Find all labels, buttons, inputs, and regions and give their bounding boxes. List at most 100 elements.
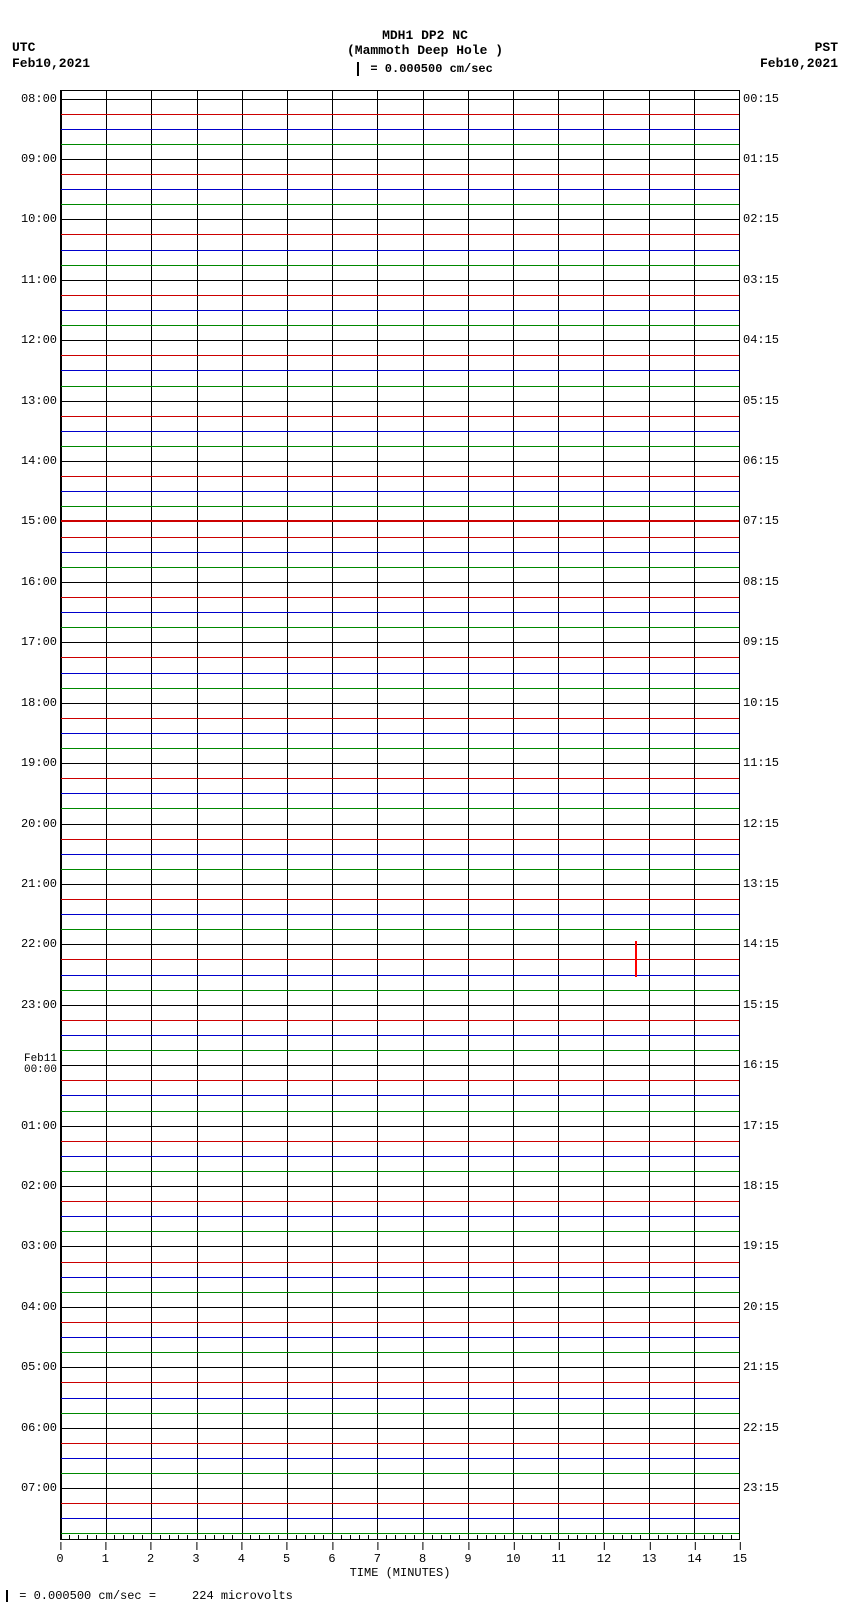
x-tick-minor bbox=[269, 1535, 270, 1540]
x-tick-minor bbox=[305, 1535, 306, 1540]
utc-tick-label: 02:00 bbox=[21, 1179, 57, 1193]
trace-line bbox=[61, 718, 739, 719]
x-tick-minor bbox=[405, 1535, 406, 1540]
trace-line: 07:0023:15 bbox=[61, 1488, 739, 1489]
footer-scale-left: = 0.000500 cm/sec = bbox=[19, 1589, 156, 1603]
trace-line bbox=[61, 1352, 739, 1353]
utc-tick-label: 11:00 bbox=[21, 273, 57, 287]
x-tick-minor bbox=[205, 1535, 206, 1540]
trace-line bbox=[61, 854, 739, 855]
trace-line bbox=[61, 1095, 739, 1096]
trace-line: 08:0000:15 bbox=[61, 99, 739, 100]
x-tick-minor bbox=[568, 1535, 569, 1540]
footer-scale: = 0.000500 cm/sec = 224 microvolts bbox=[6, 1589, 293, 1603]
trace-line bbox=[61, 129, 739, 130]
trace-line bbox=[61, 1080, 739, 1081]
x-tick-minor bbox=[296, 1535, 297, 1540]
trace-line bbox=[61, 793, 739, 794]
seismic-event-spike bbox=[635, 941, 637, 977]
utc-tick-label: 10:00 bbox=[21, 212, 57, 226]
x-tick-minor bbox=[368, 1535, 369, 1540]
trace-line: 10:0002:15 bbox=[61, 219, 739, 220]
trace-line bbox=[61, 1050, 739, 1051]
pst-tick-label: 17:15 bbox=[743, 1119, 779, 1133]
pst-tick-label: 06:15 bbox=[743, 454, 779, 468]
seismogram-plot: 08:0000:1509:0001:1510:0002:1511:0003:15… bbox=[60, 90, 740, 1540]
pst-tick-label: 13:15 bbox=[743, 877, 779, 891]
x-tick-minor bbox=[278, 1535, 279, 1540]
x-tick-minor bbox=[314, 1535, 315, 1540]
x-tick-minor bbox=[87, 1535, 88, 1540]
utc-tick-label: 23:00 bbox=[21, 998, 57, 1012]
x-tick-minor bbox=[350, 1535, 351, 1540]
trace-line bbox=[61, 1398, 739, 1399]
utc-tick-label: 03:00 bbox=[21, 1239, 57, 1253]
pst-date: Feb10,2021 bbox=[760, 56, 838, 71]
trace-line: 06:0022:15 bbox=[61, 1428, 739, 1429]
pst-tick-label: 01:15 bbox=[743, 152, 779, 166]
x-tick-minor bbox=[595, 1535, 596, 1540]
trace-line bbox=[61, 914, 739, 915]
pst-label: PST bbox=[815, 40, 838, 55]
pst-tick-label: 16:15 bbox=[743, 1058, 779, 1072]
x-tick-minor bbox=[722, 1535, 723, 1540]
pst-tick-label: 09:15 bbox=[743, 635, 779, 649]
trace-line bbox=[61, 1413, 739, 1414]
trace-line bbox=[61, 1503, 739, 1504]
trace-line bbox=[61, 114, 739, 115]
x-tick-minor bbox=[541, 1535, 542, 1540]
x-tick: 12 bbox=[597, 1552, 611, 1566]
x-tick-minor bbox=[586, 1535, 587, 1540]
x-tick-minor bbox=[96, 1535, 97, 1540]
x-tick-minor bbox=[142, 1535, 143, 1540]
trace-line bbox=[61, 1020, 739, 1021]
x-tick-minor bbox=[386, 1535, 387, 1540]
trace-line bbox=[61, 370, 739, 371]
pst-tick-label: 08:15 bbox=[743, 575, 779, 589]
x-tick-minor bbox=[577, 1535, 578, 1540]
utc-date: Feb10,2021 bbox=[12, 56, 90, 71]
x-tick-minor bbox=[704, 1535, 705, 1540]
x-tick-minor bbox=[69, 1535, 70, 1540]
utc-tick-label: 09:00 bbox=[21, 152, 57, 166]
x-tick-minor bbox=[123, 1535, 124, 1540]
pst-tick-label: 23:15 bbox=[743, 1481, 779, 1495]
x-tick-minor bbox=[731, 1535, 732, 1540]
trace-line: Feb1100:0016:15 bbox=[61, 1065, 739, 1066]
x-tick-minor bbox=[495, 1535, 496, 1540]
x-tick-minor bbox=[133, 1535, 134, 1540]
trace-line: 02:0018:15 bbox=[61, 1186, 739, 1187]
x-tick-minor bbox=[686, 1535, 687, 1540]
x-tick-minor bbox=[622, 1535, 623, 1540]
x-tick-minor bbox=[323, 1535, 324, 1540]
x-tick-minor bbox=[658, 1535, 659, 1540]
x-tick-minor bbox=[432, 1535, 433, 1540]
trace-line bbox=[61, 688, 739, 689]
trace-line bbox=[61, 1111, 739, 1112]
trace-line: 17:0009:15 bbox=[61, 642, 739, 643]
trace-line bbox=[61, 748, 739, 749]
trace-line bbox=[61, 1141, 739, 1142]
trace-line bbox=[61, 975, 739, 976]
x-tick: 5 bbox=[283, 1552, 290, 1566]
trace-line bbox=[61, 1473, 739, 1474]
x-tick-minor bbox=[341, 1535, 342, 1540]
trace-line bbox=[61, 416, 739, 417]
trace-line bbox=[61, 673, 739, 674]
x-tick-minor bbox=[677, 1535, 678, 1540]
x-tick-minor bbox=[414, 1535, 415, 1540]
trace-line: 20:0012:15 bbox=[61, 824, 739, 825]
station-name: (Mammoth Deep Hole ) bbox=[347, 43, 503, 58]
x-tick-minor bbox=[667, 1535, 668, 1540]
trace-line bbox=[61, 476, 739, 477]
x-tick: 13 bbox=[642, 1552, 656, 1566]
x-tick-minor bbox=[613, 1535, 614, 1540]
scale-bar-icon bbox=[357, 62, 359, 76]
utc-tick-label: 07:00 bbox=[21, 1481, 57, 1495]
pst-tick-label: 14:15 bbox=[743, 937, 779, 951]
x-tick-minor bbox=[259, 1535, 260, 1540]
trace-line: 23:0015:15 bbox=[61, 1005, 739, 1006]
pst-tick-label: 02:15 bbox=[743, 212, 779, 226]
trace-line bbox=[61, 1262, 739, 1263]
trace-line bbox=[61, 929, 739, 930]
